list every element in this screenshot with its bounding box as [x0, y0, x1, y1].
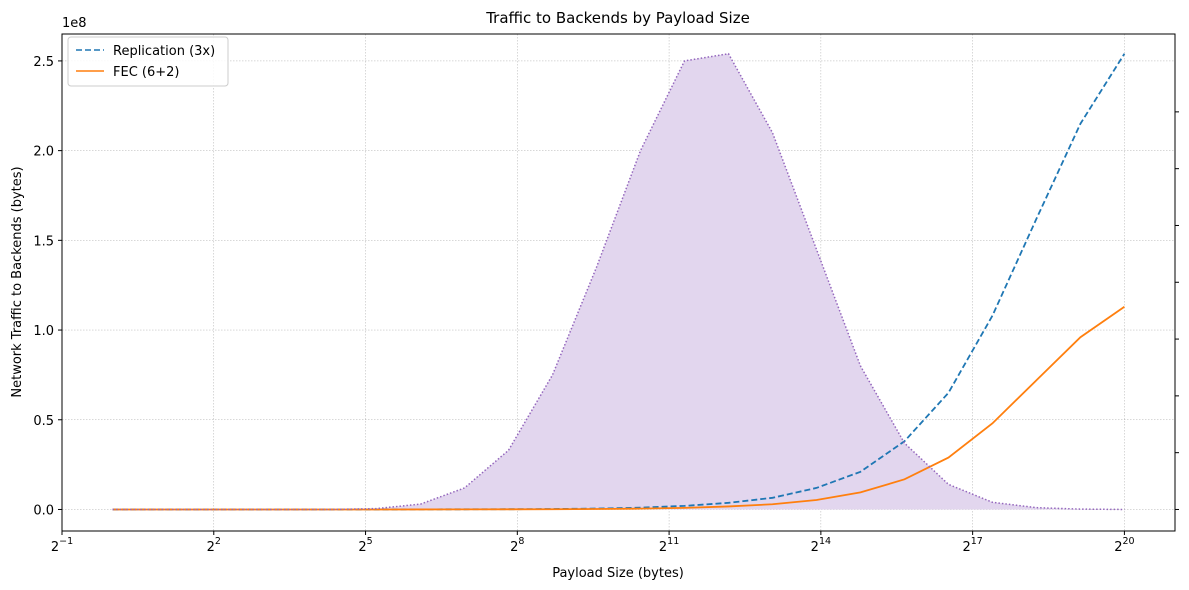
x-tick-label: 214: [811, 536, 831, 555]
y-axis-ticks: 0.0 0.5 1.0 1.5 2.0 2.5: [33, 55, 62, 518]
x-tick-label: 2−1: [51, 536, 73, 555]
legend-box: [67, 36, 229, 87]
lines-layer: [112, 52, 1126, 511]
x-axis-title: Payload Size (bytes): [552, 566, 684, 581]
y-axis-title: Network Traffic to Backends (bytes): [10, 166, 25, 397]
x-tick-label: 211: [659, 536, 679, 555]
x-tick-label: 220: [1114, 536, 1134, 555]
y-offset-text: 1e8: [62, 16, 87, 31]
y-tick-label: 1.5: [33, 234, 54, 249]
series-line-2: [112, 52, 1125, 511]
y-tick-label: 2.5: [33, 55, 54, 70]
x-tick-label: 25: [358, 536, 372, 555]
distribution-area: [112, 53, 1125, 510]
x-tick-label: 22: [207, 536, 221, 555]
y-tick-label: 0.5: [33, 414, 54, 429]
legend-label-fec: FEC (6+2): [113, 65, 179, 80]
x-tick-label: 28: [510, 536, 524, 555]
y-tick-label: 1.0: [33, 324, 54, 339]
chart-title: Traffic to Backends by Payload Size: [485, 9, 750, 27]
right-axis-ticks: [1175, 111, 1179, 510]
x-axis-ticks: 2−1 22 25 28 211 214 217 220: [51, 531, 1135, 555]
legend-label-replication: Replication (3x): [113, 44, 215, 59]
y-tick-label: 0.0: [33, 503, 54, 518]
x-tick-label: 217: [962, 536, 982, 555]
y-tick-label: 2.0: [33, 145, 54, 160]
legend: Replication (3x) FEC (6+2): [67, 36, 229, 87]
area-layer: [112, 53, 1125, 510]
